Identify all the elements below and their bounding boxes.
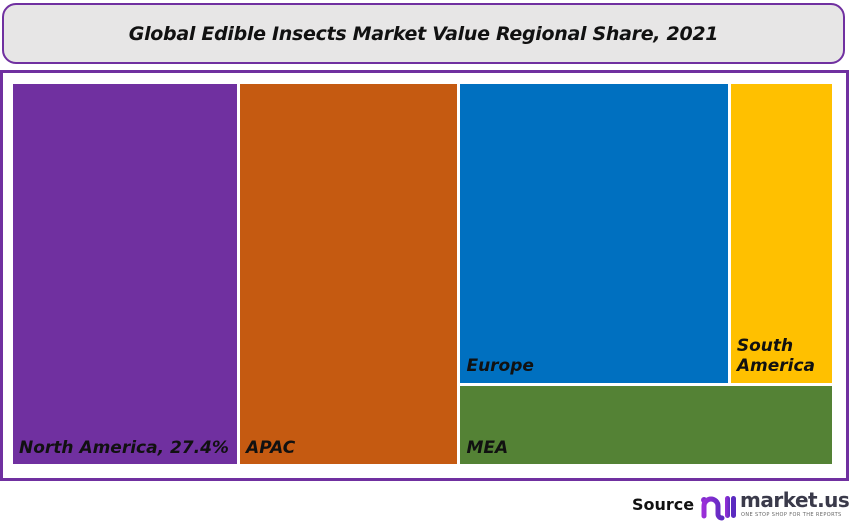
treemap-label: South America bbox=[736, 335, 816, 377]
treemap: North America, 27.4% APAC Europe South Amer… bbox=[13, 84, 835, 467]
source-label: Source bbox=[632, 495, 695, 514]
treemap-cell-north-america: North America, 27.4% bbox=[13, 84, 238, 464]
title-box: Global Edible Insects Market Value Regio… bbox=[2, 3, 845, 64]
chart-title: Global Edible Insects Market Value Regio… bbox=[128, 22, 719, 45]
treemap-label: Europe bbox=[466, 356, 534, 377]
treemap-label: MEA bbox=[466, 437, 509, 458]
market-us-logo-icon bbox=[701, 496, 736, 521]
treemap-cell-apac: APAC bbox=[240, 84, 458, 464]
brand-tagline: ONE STOP SHOP FOR THE REPORTS bbox=[741, 512, 842, 518]
treemap-cell-south-america: South America bbox=[730, 84, 832, 383]
treemap-label: North America, 27.4% bbox=[19, 437, 229, 458]
treemap-label: APAC bbox=[246, 437, 296, 458]
brand-name: market.us bbox=[740, 488, 849, 512]
treemap-cell-europe: Europe bbox=[460, 84, 728, 383]
chart-frame bbox=[0, 70, 849, 481]
treemap-cell-mea: MEA bbox=[460, 385, 832, 464]
